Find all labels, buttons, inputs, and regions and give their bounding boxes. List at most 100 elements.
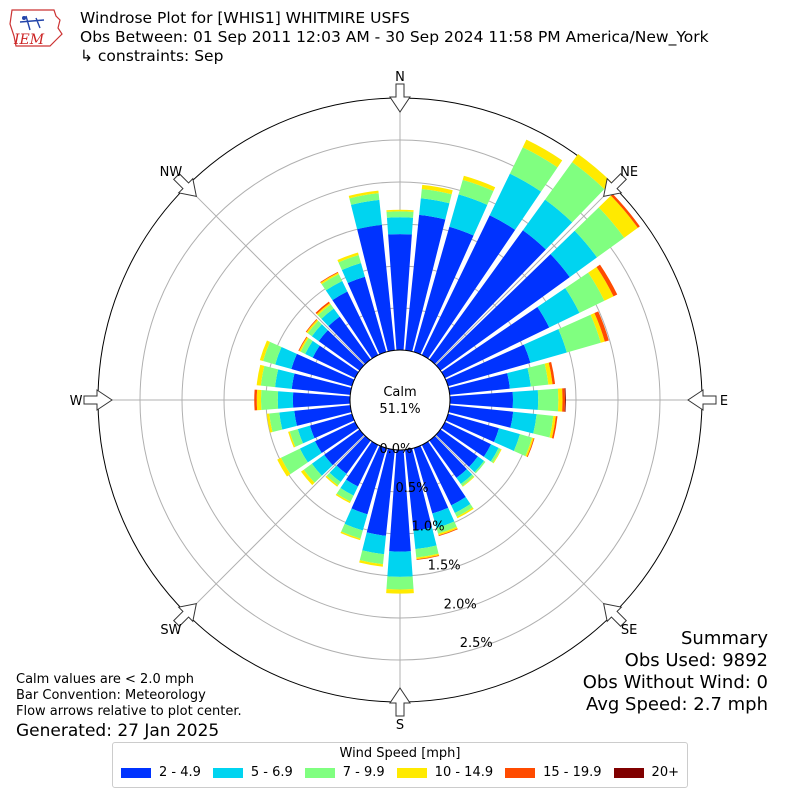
windrose-bar-segment — [386, 576, 414, 590]
windrose-bar-segment — [558, 314, 601, 353]
windrose-bar-segment — [510, 411, 537, 434]
windrose-bar-segment — [441, 306, 550, 379]
legend-swatch — [613, 767, 644, 778]
legend-label: 5 - 6.9 — [250, 765, 293, 780]
grid-spoke — [435, 186, 614, 365]
flow-arrow — [173, 603, 197, 627]
flow-arrow — [83, 389, 113, 411]
windrose-bar-segment — [448, 405, 514, 428]
windrose-bar-segment — [340, 531, 361, 541]
windrose-bar-segment — [509, 147, 558, 192]
windrose-bar-segment — [341, 263, 365, 284]
notes-block: Calm values are < 2.0 mph Bar Convention… — [16, 672, 242, 742]
windrose-bar-segment — [260, 390, 279, 410]
flow-arrow-shape — [687, 389, 717, 411]
windrose-bar-segment — [318, 330, 365, 371]
grid-spoke — [435, 435, 614, 614]
windrose-bar-segment — [551, 416, 558, 439]
windrose-bar-segment — [336, 488, 354, 502]
flow-arrow — [389, 687, 411, 717]
windrose-bar-segment — [413, 226, 474, 355]
windrose-bar-segment — [420, 189, 452, 204]
windrose-bar-segment — [279, 410, 297, 430]
windrose-bar-segment — [388, 234, 412, 351]
title-block: Windrose Plot for [WHIS1] WHITMIRE USFS … — [80, 9, 709, 66]
direction-label: NW — [160, 165, 183, 180]
windrose-bar-segment — [429, 435, 467, 478]
windrose-bars — [254, 139, 640, 594]
windrose-bar-segment — [346, 441, 379, 487]
windrose-bar-segment — [474, 460, 486, 474]
windrose-bar-segment — [572, 154, 612, 190]
windrose-bar-segment — [527, 363, 549, 387]
windrose-bar-segment — [299, 337, 309, 352]
windrose-bar-segment — [454, 504, 473, 517]
windrose-bar-segment — [416, 553, 439, 560]
windrose-bar-segment — [386, 217, 414, 235]
windrose-bar-segment — [307, 320, 322, 337]
windrose-bar-segment — [298, 336, 308, 352]
legend-title: Wind Speed [mph] — [339, 746, 461, 761]
windrose-bar-segment — [325, 475, 339, 487]
legend-item: 15 - 19.9 — [505, 765, 602, 780]
windrose-bar-segment — [311, 454, 333, 476]
windrose-bar-segment — [458, 179, 494, 205]
legend-items: 2 - 4.9 5 - 6.9 7 - 9.9 10 - 14.9 15 - 19.9 2… — [113, 761, 687, 780]
legend: Wind Speed [mph] 2 - 4.9 5 - 6.9 7 - 9.9 10… — [112, 742, 688, 788]
windrose-bar-segment — [435, 429, 478, 467]
windrose-bar-segment — [469, 456, 485, 473]
direction-label: SE — [621, 623, 637, 638]
windrose-bar-segment — [610, 193, 640, 228]
windrose-bar-segment — [456, 507, 474, 519]
windrose-bar-segment — [305, 340, 320, 358]
windrose-bar-segment — [289, 429, 303, 447]
windrose-bar-segment — [432, 507, 455, 529]
calm-percent: 51.1% — [379, 402, 420, 417]
windrose-bar-segment — [351, 445, 387, 515]
windrose-bar-segment — [320, 272, 339, 285]
calm-note: Calm values are < 2.0 mph — [16, 672, 195, 687]
windrose-bar-segment — [309, 413, 355, 439]
windrose-bar-segment — [328, 316, 371, 365]
windrose-bar-segment — [419, 198, 450, 220]
flow-arrow — [389, 83, 411, 113]
windrose-bar-segment — [269, 412, 283, 433]
obs-between: Obs Between: 01 Sep 2011 12:03 AM - 30 S… — [80, 28, 709, 46]
windrose-bar-segment — [277, 457, 291, 477]
windrose-bar-segment — [254, 389, 258, 411]
windrose-bar-segment — [562, 388, 566, 412]
windrose-bar-segment — [513, 434, 533, 457]
flow-arrow-shape — [173, 603, 197, 627]
windrose-bar-segment — [415, 545, 439, 558]
windrose-bar-segment — [421, 184, 453, 195]
legend-swatch — [505, 767, 536, 778]
windrose-bar-segment — [340, 479, 358, 496]
radial-tick-label: 0.0% — [379, 442, 412, 457]
windrose-bar-segment — [386, 588, 414, 594]
windrose-bar-segment — [522, 139, 563, 168]
windrose-bar-segment — [405, 448, 433, 531]
bar-convention-note: Bar Convention: Meteorology — [16, 688, 206, 703]
windrose-bar-segment — [564, 388, 566, 412]
calm-circle — [349, 349, 451, 451]
windrose-bar-segment — [366, 448, 395, 536]
windrose-bar-segment — [438, 528, 458, 537]
legend-item: 2 - 4.9 — [121, 765, 201, 780]
windrose-bar-segment — [315, 301, 330, 315]
windrose-bar-segment — [259, 340, 271, 361]
windrose-bar-segment — [548, 362, 556, 385]
windrose-bar-segment — [303, 463, 322, 483]
windrose-bar-segment — [300, 469, 315, 486]
legend-item: 7 - 9.9 — [304, 765, 385, 780]
radial-tick-label: 2.5% — [460, 636, 493, 651]
direction-label: S — [396, 718, 404, 733]
windrose-bar-segment — [525, 437, 534, 457]
windrose-bar-segment — [305, 319, 318, 333]
windrose-bar-segment — [387, 551, 413, 577]
windrose-bar-segment — [449, 391, 513, 409]
flow-arrow-shape — [603, 603, 627, 627]
windrose-bar-segment — [311, 324, 328, 342]
windrose-bar-segment — [312, 345, 359, 379]
windrose-bar-segment — [565, 272, 605, 313]
windrose-bar-segment — [362, 532, 386, 555]
